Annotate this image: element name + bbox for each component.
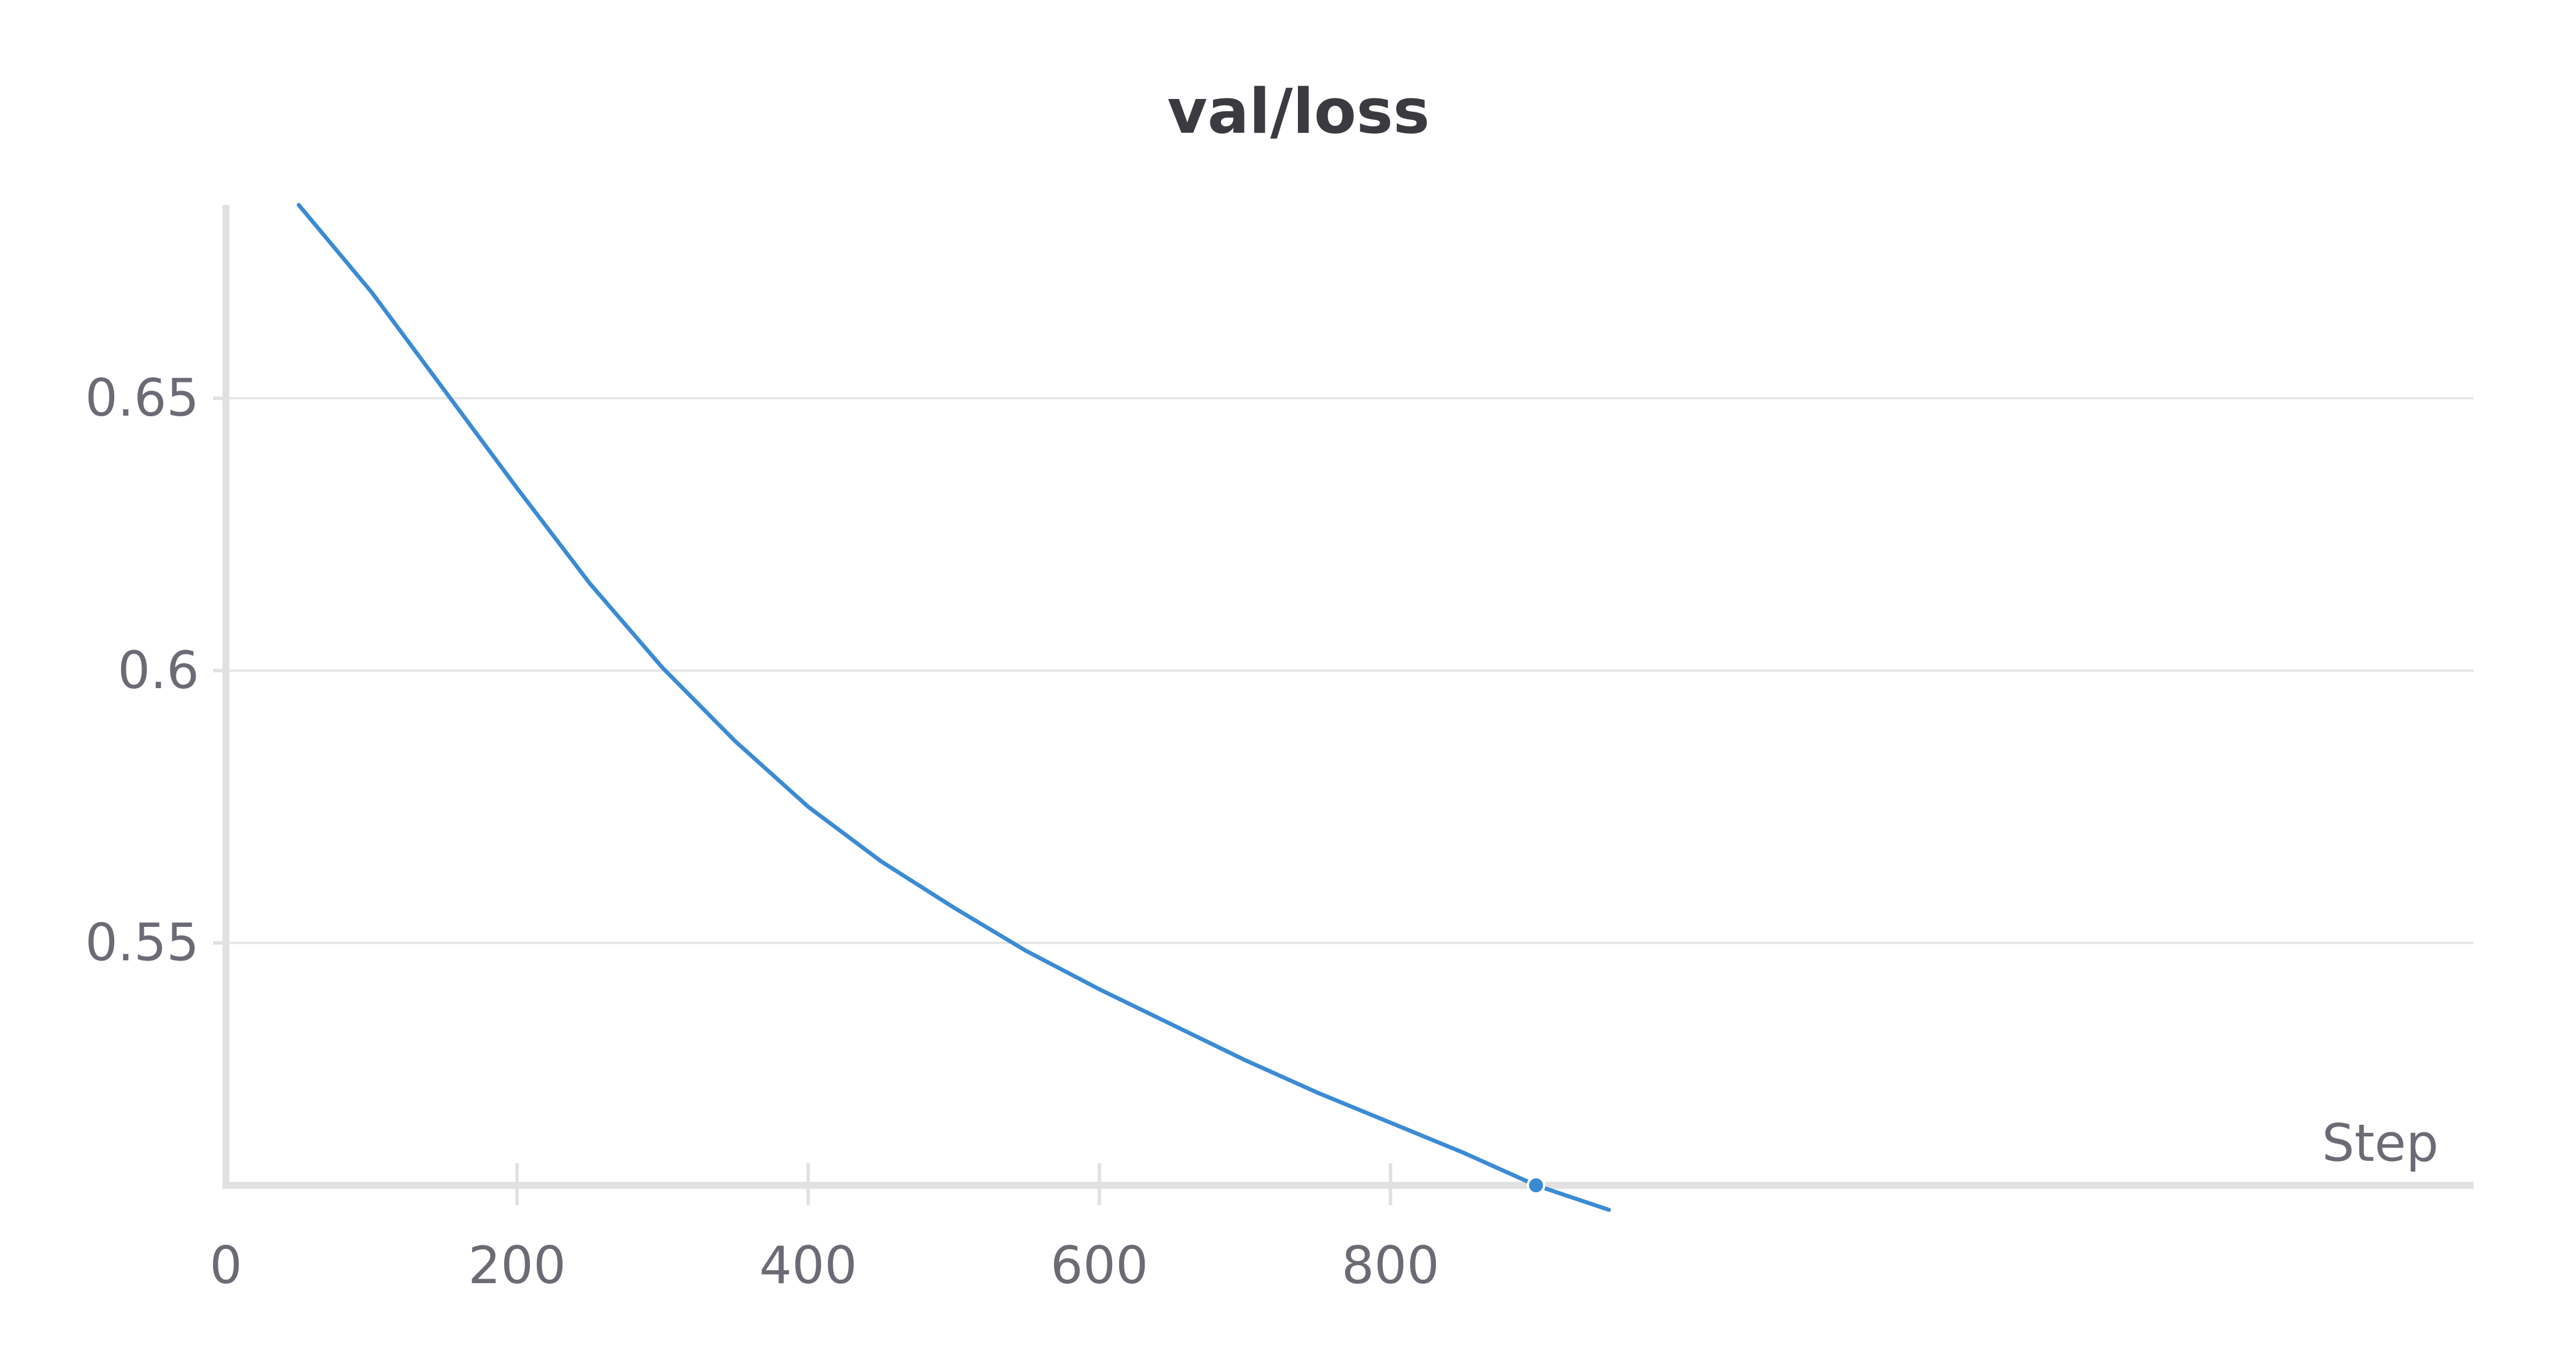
data-point bbox=[1025, 950, 1028, 953]
data-point bbox=[661, 666, 664, 670]
data-point bbox=[588, 582, 592, 585]
gridlines bbox=[226, 397, 2474, 944]
data-point bbox=[1316, 1091, 1319, 1095]
data-point bbox=[952, 906, 956, 909]
labels: 0.55 0.6 0.65 0 200 400 600 800 Step bbox=[85, 368, 2439, 1295]
x-tick-label: 400 bbox=[759, 1235, 857, 1295]
y-tick-label: 0.65 bbox=[85, 368, 199, 428]
data-point bbox=[1462, 1151, 1465, 1154]
data-point bbox=[879, 859, 883, 863]
data-point bbox=[1389, 1121, 1392, 1124]
series-layer bbox=[296, 203, 1611, 1212]
x-tick-label: 600 bbox=[1050, 1235, 1148, 1295]
data-point bbox=[370, 291, 373, 294]
series-line bbox=[296, 203, 1611, 1212]
y-tick-label: 0.55 bbox=[85, 913, 199, 973]
data-point bbox=[1098, 987, 1101, 991]
highlight-point bbox=[1527, 1176, 1545, 1195]
x-tick-label: 800 bbox=[1342, 1235, 1439, 1295]
data-point bbox=[806, 805, 810, 809]
data-point bbox=[1170, 1023, 1174, 1026]
x-tick-label: 0 bbox=[210, 1235, 242, 1295]
x-axis-label: Step bbox=[2322, 1113, 2439, 1173]
axes bbox=[213, 205, 2474, 1205]
data-point bbox=[443, 388, 446, 392]
data-point bbox=[297, 203, 300, 207]
data-point bbox=[515, 486, 519, 490]
x-tick-label: 200 bbox=[468, 1235, 566, 1295]
data-point bbox=[1607, 1208, 1611, 1212]
y-tick-label: 0.6 bbox=[118, 640, 199, 700]
chart-title: val/loss bbox=[1167, 76, 1429, 147]
data-point bbox=[1243, 1058, 1247, 1062]
data-point bbox=[734, 740, 737, 743]
